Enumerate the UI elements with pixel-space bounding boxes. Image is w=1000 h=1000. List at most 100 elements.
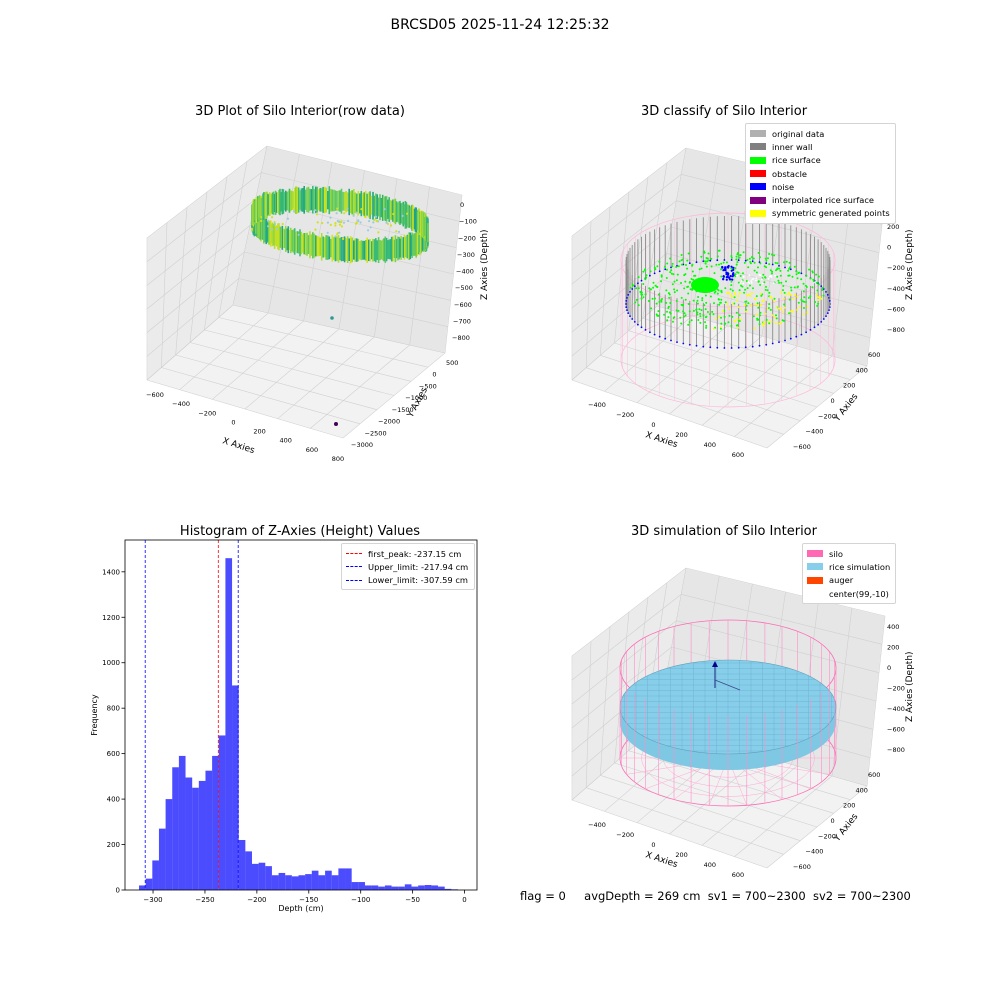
rice-surface-point (801, 300, 804, 303)
noise-point (728, 278, 731, 281)
histogram-bar (358, 882, 365, 890)
rice-surface-point (707, 252, 710, 255)
rice-surface-point (660, 274, 663, 277)
rice-surface-point (815, 293, 818, 296)
rice-surface-point (680, 254, 683, 256)
data-point (339, 221, 343, 224)
data-point (270, 228, 273, 231)
rice-surface-point (673, 291, 676, 294)
rice-surface-point (670, 269, 673, 272)
rice-surface-point (642, 283, 645, 285)
rice-surface-point (735, 263, 738, 266)
rice-surface-point (736, 318, 739, 321)
y-tick-label: 800 (107, 705, 120, 713)
rice-surface-point (796, 308, 799, 311)
noise-point (751, 260, 754, 263)
rice-surface-point (749, 284, 751, 287)
noise-point (723, 259, 726, 261)
histogram-bar (152, 860, 159, 890)
rice-surface-point (767, 307, 770, 309)
rice-surface-point (759, 293, 762, 295)
rice-surface-point (755, 271, 758, 274)
x-tick-label: 0 (651, 421, 655, 429)
floor-gridline (218, 317, 429, 368)
raw-x-axis-label: X Axies (221, 436, 256, 456)
rice-surface-point (680, 296, 683, 299)
rice-surface-point (739, 254, 741, 257)
histogram-bar (311, 870, 319, 890)
original-data-point (747, 281, 750, 283)
rice-surface-point (709, 295, 712, 298)
noise-point (682, 342, 685, 345)
rice-surface-point (667, 316, 670, 319)
noise-point (758, 344, 761, 347)
rice-surface-point (676, 289, 679, 292)
rice-surface-point (805, 301, 807, 303)
rice-surface-point (783, 303, 786, 306)
rice-surface-point (686, 259, 689, 262)
original-data-point (750, 282, 753, 284)
rice-surface-point (670, 272, 673, 275)
rice-surface-point (656, 286, 659, 288)
z-tick-label: 200 (887, 644, 899, 652)
rice-surface-point (696, 302, 699, 305)
x-tick-label: −150 (299, 896, 318, 904)
histogram-bar (178, 755, 186, 890)
histogram-bar (325, 870, 332, 890)
rice-surface-point (705, 265, 708, 268)
histogram-bar (271, 875, 279, 890)
data-point (359, 221, 362, 224)
original-data-point (767, 277, 770, 280)
status-line: flag = 0 avgDepth = 269 cm sv1 = 700~230… (520, 889, 911, 903)
rice-surface-point (820, 297, 823, 300)
legend-label: Lower_limit: -307.59 cm (368, 575, 468, 586)
original-data-point (748, 274, 751, 277)
rice-surface-point (778, 307, 781, 310)
z-tick-label: −500 (455, 284, 473, 292)
x-tick-label: −600 (146, 391, 164, 399)
rice-surface-point (734, 320, 737, 323)
rice-surface-point (650, 288, 652, 291)
histogram-bar (232, 685, 239, 890)
rice-surface-point (796, 295, 799, 298)
rice-surface-point (712, 313, 715, 316)
rice-surface-point (723, 315, 726, 318)
rice-surface-point (705, 257, 708, 259)
histogram-bar (431, 885, 439, 890)
legend-swatch (807, 576, 823, 584)
rice-surface-point (788, 261, 791, 264)
noise-point (729, 275, 732, 278)
rice-surface-point (762, 324, 765, 327)
rice-surface-point (666, 310, 668, 313)
data-point (340, 225, 343, 228)
floor-gridline (342, 352, 446, 439)
x-tick-label: 600 (306, 446, 318, 454)
rice-surface-point (777, 279, 780, 282)
rice-surface-point (688, 281, 691, 284)
rice-surface-point (669, 312, 672, 315)
rice-surface-point (718, 315, 721, 318)
rice-surface-point (666, 268, 668, 271)
data-point (360, 208, 363, 211)
rice-surface-point (754, 297, 756, 300)
data-point (406, 212, 409, 215)
legend-item: symmetric generated points (750, 207, 890, 220)
noise-point (640, 326, 643, 329)
rice-surface-point (771, 270, 774, 273)
rice-surface-point (718, 303, 721, 306)
x-tick-label: 200 (675, 431, 687, 439)
z-tick-label: −200 (887, 264, 905, 272)
x-tick-label: 400 (704, 861, 716, 869)
histogram-plot: −300 −250 −200 −150 −100 −50 0 0 200 400 600 800 10… (90, 539, 478, 913)
legend-swatch (750, 143, 766, 151)
noise-point (625, 300, 628, 302)
noise-point (676, 341, 678, 343)
rice-surface-point (733, 293, 736, 296)
rice-surface-point (782, 285, 785, 287)
legend-label: rice surface (772, 155, 821, 166)
noise-point (825, 291, 827, 293)
data-point (354, 222, 358, 225)
rice-surface-point (770, 320, 773, 323)
original-data-point (761, 282, 764, 285)
rice-surface-point (779, 269, 782, 272)
